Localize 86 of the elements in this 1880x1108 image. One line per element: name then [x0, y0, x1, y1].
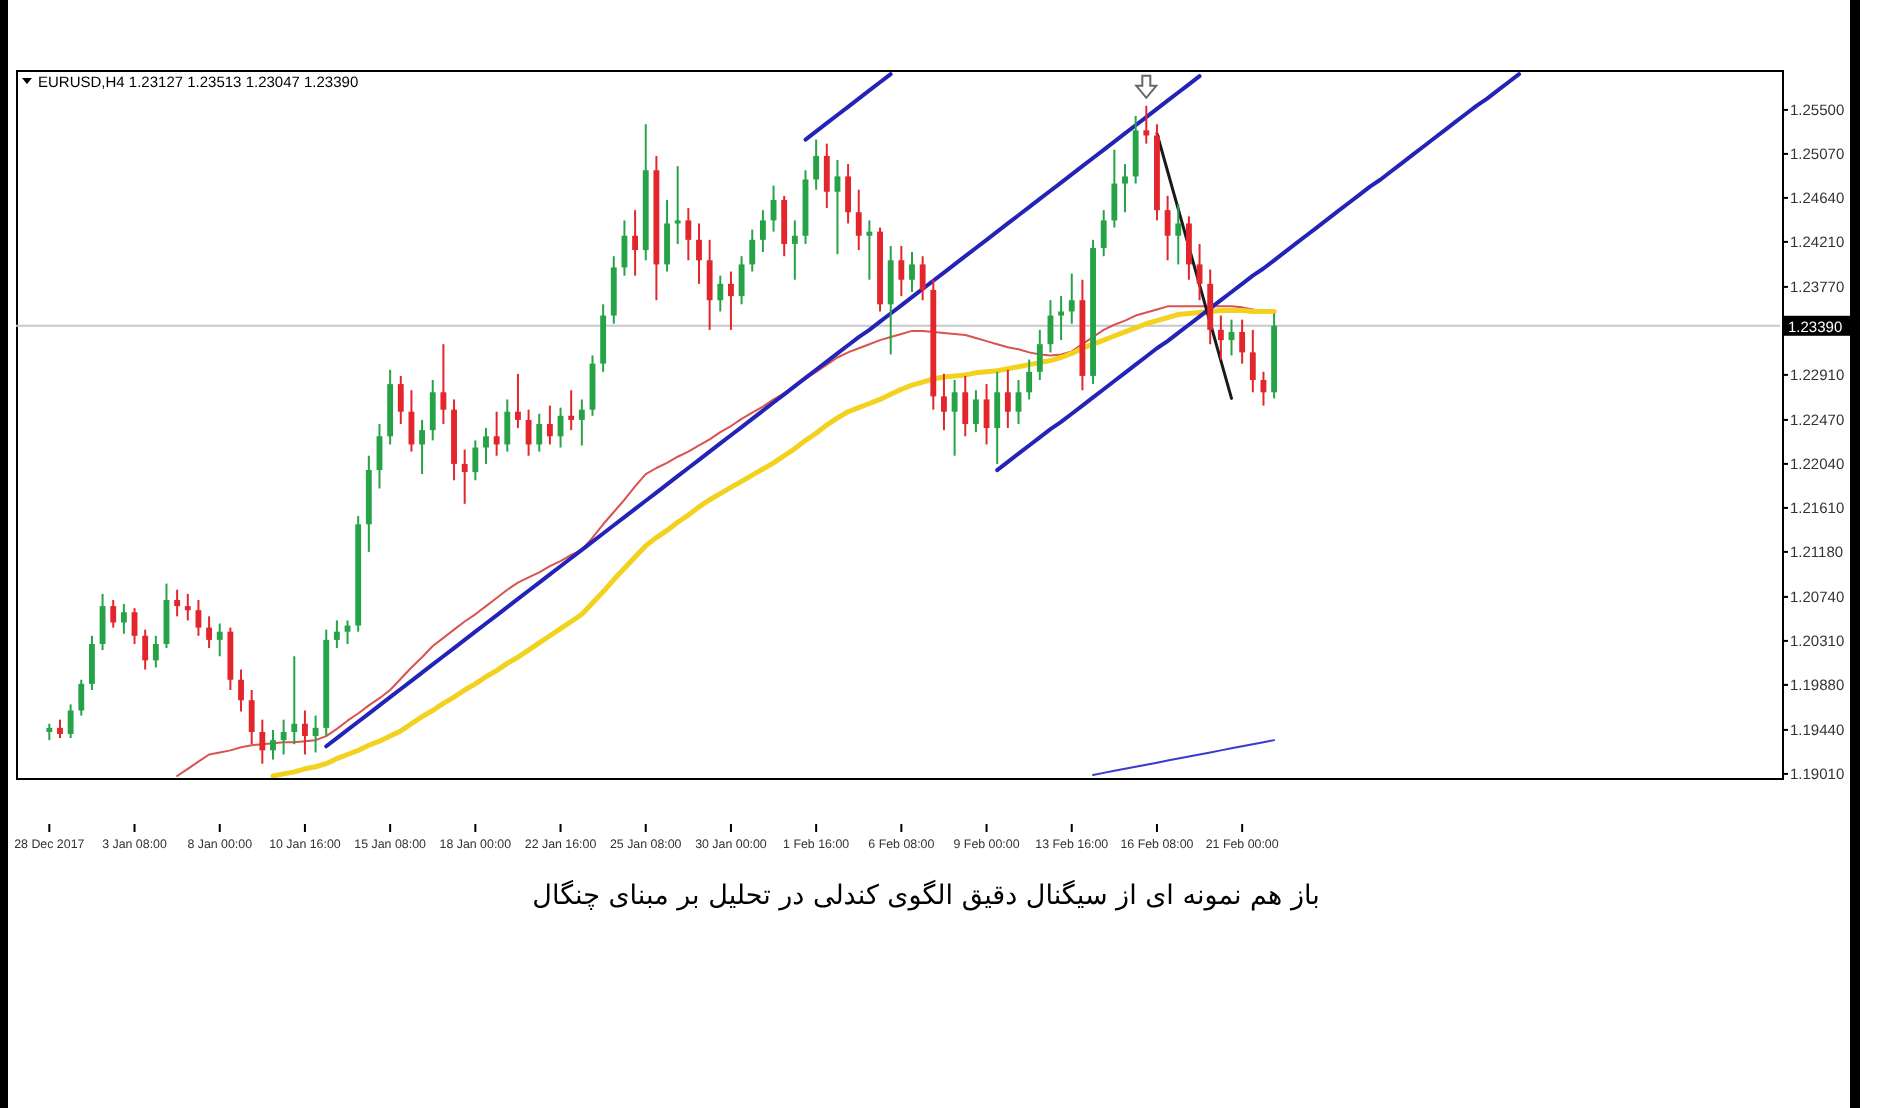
candlestick — [184, 592, 191, 622]
candlestick — [67, 703, 74, 740]
candlestick — [461, 448, 468, 505]
candlestick — [568, 389, 575, 432]
candlestick — [1026, 358, 1033, 401]
candlestick — [578, 398, 585, 447]
candlestick — [632, 209, 639, 277]
candlestick — [110, 598, 117, 629]
candlestick — [1036, 328, 1043, 382]
candlestick — [419, 418, 426, 476]
candlestick — [216, 622, 223, 658]
candlestick — [674, 165, 681, 245]
candlestick — [515, 372, 521, 430]
candlestick — [909, 251, 915, 294]
candlestick — [1143, 104, 1150, 145]
candlestick — [855, 188, 862, 252]
candlestick — [749, 228, 756, 273]
candlestick — [887, 244, 894, 356]
candlestick — [664, 198, 670, 273]
candlestick — [1185, 215, 1192, 281]
candlestick — [706, 238, 713, 331]
candlestick — [152, 634, 159, 669]
candlestick — [1175, 203, 1182, 266]
candlestick — [1004, 368, 1011, 430]
candlestick — [78, 678, 85, 717]
candlestick — [813, 138, 820, 191]
candlestick — [1239, 318, 1246, 365]
candlestick — [738, 255, 745, 306]
candlestick — [302, 709, 308, 756]
candlestick — [1249, 328, 1256, 394]
candlestick — [57, 718, 63, 740]
candlestick — [972, 389, 979, 434]
line-series — [1092, 739, 1276, 776]
candlestick — [866, 219, 873, 281]
candlestick — [845, 163, 852, 225]
candlestick — [472, 439, 479, 482]
candlestick — [89, 634, 95, 692]
candlestick — [1122, 163, 1128, 214]
candlestick — [919, 255, 926, 302]
candlestick — [120, 603, 127, 635]
candlestick — [1207, 268, 1214, 346]
candlestick — [781, 194, 788, 258]
candlestick — [142, 628, 149, 671]
candlestick — [206, 615, 213, 650]
candlestick — [333, 619, 340, 650]
candlestick — [994, 370, 1001, 465]
candlestick — [1164, 194, 1171, 262]
candlestick — [941, 372, 947, 432]
candlestick — [291, 655, 298, 746]
candlestick — [685, 207, 692, 262]
candlestick — [504, 398, 511, 453]
candlestick — [962, 374, 969, 438]
candlestick — [440, 343, 447, 425]
line-series — [995, 72, 1522, 473]
candlestick — [99, 592, 106, 652]
candlestick — [823, 142, 830, 210]
candlestick — [1111, 148, 1118, 229]
candlestick — [525, 408, 532, 457]
candlestick — [280, 718, 287, 756]
candlestick — [1058, 295, 1065, 342]
candlestick — [546, 404, 553, 446]
candlestick — [717, 274, 724, 313]
candlestick — [898, 244, 905, 298]
candlestick — [536, 412, 543, 453]
candlestick — [1217, 314, 1224, 361]
candlestick — [259, 718, 266, 765]
candlestick — [791, 219, 798, 281]
candlestick — [951, 379, 958, 457]
candlestick — [483, 427, 489, 465]
candlestick — [397, 374, 404, 425]
candlestick — [728, 270, 734, 331]
candlestick — [429, 379, 436, 442]
candlestick — [238, 668, 244, 713]
line-series — [803, 72, 893, 142]
candlestick — [696, 222, 702, 285]
line-series — [1155, 131, 1233, 400]
candlestick — [312, 714, 319, 754]
candlestick — [1068, 272, 1075, 325]
candlestick — [174, 588, 181, 618]
candlestick — [1100, 209, 1107, 258]
candlestick — [493, 410, 500, 457]
candlestick — [1132, 115, 1139, 185]
candlestick — [248, 689, 255, 746]
candlestick — [270, 728, 276, 761]
text: باز هم نمونه ای از سیگنال دقیق الگوی کندلی در تحلیل بر مبنای چنگال — [532, 878, 1320, 912]
candlestick — [759, 209, 766, 254]
